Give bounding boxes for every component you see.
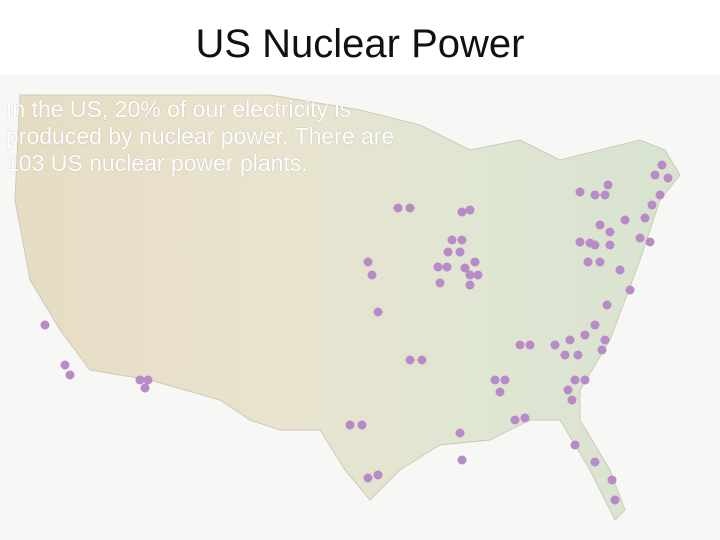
plant-marker [373, 307, 383, 317]
plant-marker [363, 473, 373, 483]
plant-marker [520, 413, 530, 423]
plant-marker [515, 340, 525, 350]
plant-marker [40, 320, 50, 330]
plant-marker [595, 220, 605, 230]
plant-marker [645, 237, 655, 247]
plant-marker [590, 190, 600, 200]
plant-marker [655, 190, 665, 200]
plant-marker [585, 238, 595, 248]
plant-marker [575, 187, 585, 197]
plant-marker [560, 350, 570, 360]
plant-marker [417, 355, 427, 365]
plant-marker [595, 257, 605, 267]
plant-marker [510, 415, 520, 425]
plant-marker [393, 203, 403, 213]
plant-marker [490, 375, 500, 385]
plant-marker [465, 205, 475, 215]
plant-marker [583, 257, 593, 267]
plant-marker [405, 355, 415, 365]
plant-marker [605, 240, 615, 250]
plant-marker [590, 457, 600, 467]
plant-marker [580, 375, 590, 385]
plant-marker [135, 375, 145, 385]
plant-marker [495, 387, 505, 397]
plant-marker [597, 345, 607, 355]
plant-marker [607, 475, 617, 485]
plant-marker [610, 495, 620, 505]
plant-markers [40, 160, 673, 505]
plant-marker [600, 190, 610, 200]
plant-marker [640, 213, 650, 223]
plant-marker [367, 270, 377, 280]
plant-marker [443, 247, 453, 257]
plant-marker [65, 370, 75, 380]
plant-marker [567, 395, 577, 405]
plant-marker [457, 235, 467, 245]
plant-marker [457, 455, 467, 465]
plant-marker [500, 375, 510, 385]
slide-body: In the US, 20% of our electricity is pro… [6, 96, 395, 176]
plant-marker [603, 180, 613, 190]
plant-marker [140, 383, 150, 393]
plant-marker [455, 247, 465, 257]
us-map [0, 75, 720, 540]
plant-marker [473, 270, 483, 280]
plant-marker [465, 280, 475, 290]
plant-marker [635, 233, 645, 243]
plant-marker [647, 200, 657, 210]
plant-marker [650, 170, 660, 180]
plant-marker [550, 340, 560, 350]
plant-marker [433, 262, 443, 272]
plant-marker [373, 470, 383, 480]
plant-marker [470, 257, 480, 267]
plant-marker [363, 257, 373, 267]
plant-marker [575, 237, 585, 247]
plant-marker [620, 215, 630, 225]
plant-marker [605, 227, 615, 237]
plant-marker [663, 173, 673, 183]
plant-marker [455, 428, 465, 438]
plant-marker [442, 262, 452, 272]
plant-marker [357, 420, 367, 430]
plant-marker [602, 300, 612, 310]
plant-marker [563, 385, 573, 395]
plant-marker [657, 160, 667, 170]
plant-marker [525, 340, 535, 350]
plant-marker [573, 350, 583, 360]
plant-marker [580, 330, 590, 340]
us-outline [14, 94, 681, 521]
plant-marker [565, 335, 575, 345]
plant-marker [447, 235, 457, 245]
plant-marker [600, 335, 610, 345]
slide-title: US Nuclear Power [195, 22, 525, 66]
plant-marker [625, 285, 635, 295]
plant-marker [465, 270, 475, 280]
plant-marker [590, 320, 600, 330]
plant-marker [60, 360, 70, 370]
plant-marker [570, 440, 580, 450]
plant-marker [435, 278, 445, 288]
plant-marker [460, 263, 470, 273]
plant-marker [570, 375, 580, 385]
plant-marker [143, 375, 153, 385]
plant-marker [457, 207, 467, 217]
plant-marker [405, 203, 415, 213]
plant-marker [345, 420, 355, 430]
plant-marker [615, 265, 625, 275]
